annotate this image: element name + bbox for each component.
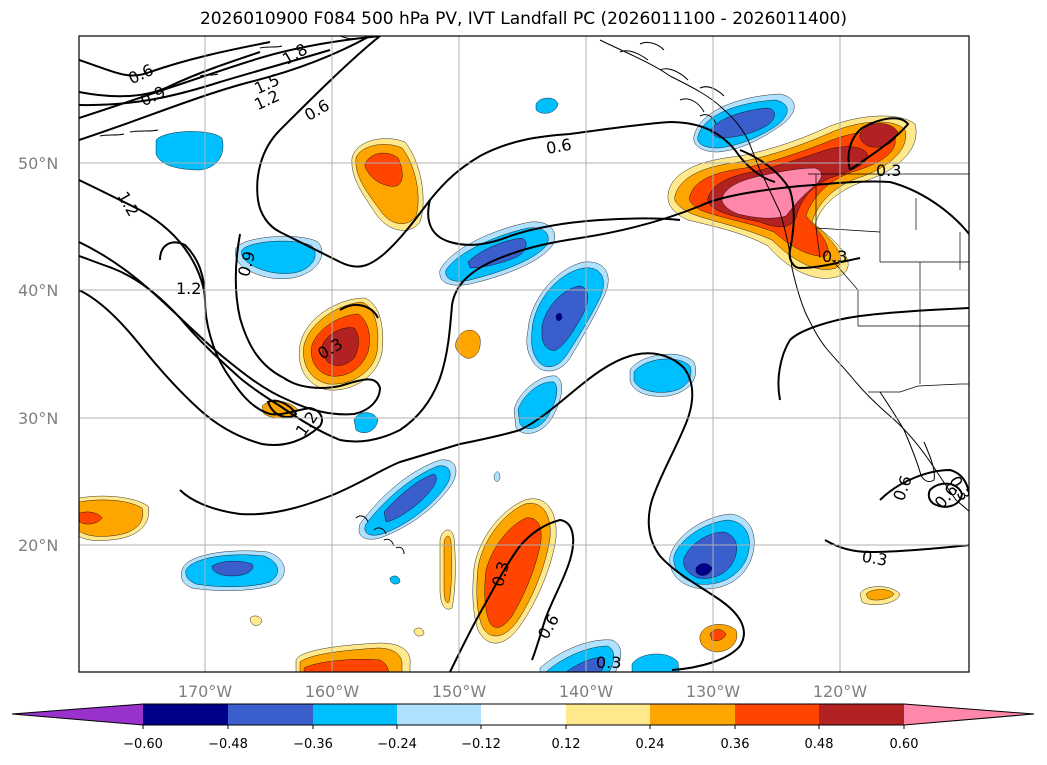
contour-label: 1.2 — [176, 279, 201, 298]
neg-d-l4 — [555, 313, 563, 321]
cb-tick-label: 0.12 — [552, 737, 581, 752]
neg-dot-1 — [389, 575, 401, 585]
neg-e-l2 — [517, 381, 558, 429]
blob-b-l3 — [364, 152, 403, 187]
blob-c — [455, 330, 481, 359]
contour-0.3-left-blob — [339, 303, 379, 319]
neg-i-l4 — [695, 563, 713, 576]
colorbar-bin-6 — [566, 704, 650, 725]
contour-label: 0.6 — [545, 135, 573, 158]
colorbar-bin-5 — [481, 704, 566, 725]
contour-label: 0.3 — [860, 547, 888, 570]
gridlines — [79, 36, 969, 672]
contour-0.6-se — [879, 468, 969, 506]
contour-1.2-left — [79, 179, 206, 301]
neg-j-l3 — [211, 561, 254, 577]
neg-a — [155, 131, 224, 171]
colorbar-bin-8 — [735, 704, 819, 725]
lon-label-120: 120°W — [813, 682, 868, 701]
blob-j-core — [865, 589, 895, 601]
neg-dot-2 — [493, 471, 501, 482]
plot-border — [78, 35, 970, 673]
hawaii-islands — [355, 515, 405, 555]
colorbar-bin-2 — [228, 704, 313, 725]
cb-tick-label: 0.36 — [721, 737, 750, 752]
contour-0.6-south — [448, 518, 575, 672]
colorbar-bin-9 — [819, 704, 904, 725]
cb-tick-label: −0.36 — [293, 737, 333, 752]
lon-label-140: 140°W — [559, 682, 614, 701]
blob-h-l3 — [303, 659, 389, 672]
contour-0.6-top — [79, 41, 271, 77]
neg-g-l2 — [633, 358, 692, 393]
cb-tick-label: 0.48 — [805, 737, 834, 752]
colorbar-extend-high — [904, 704, 1034, 725]
blob-a-l4 — [321, 327, 359, 366]
cb-tick-label: 0.60 — [890, 737, 919, 752]
neg-m-l3 — [565, 657, 605, 672]
lat-label-40: 40°N — [18, 281, 58, 300]
contour-0.3-se — [824, 539, 969, 554]
neg-n — [631, 653, 680, 672]
lat-label-50: 50°N — [18, 154, 58, 173]
north-america-coast — [599, 39, 969, 512]
colorbar-ticks — [142, 725, 905, 729]
cb-tick-label: −0.24 — [377, 737, 417, 752]
lon-label-150: 150°W — [432, 682, 487, 701]
pv-contours — [79, 36, 969, 672]
map-title: 2026010900 F084 500 hPa PV, IVT Landfall… — [199, 9, 847, 29]
neg-c-l2 — [241, 240, 316, 274]
contour-0.6-main — [256, 36, 776, 268]
cb-tick-label: −0.12 — [461, 737, 501, 752]
contour-0.9-mid — [79, 233, 382, 416]
cb-tick-label: −0.48 — [208, 737, 248, 752]
contour-label: 0.3 — [876, 161, 901, 180]
lon-label-160: 160°W — [305, 682, 360, 701]
contour-1.5 — [79, 36, 371, 141]
contour-1.2-small — [266, 399, 298, 419]
contour-0.6-middle — [79, 180, 969, 443]
lat-label-30: 30°N — [18, 409, 58, 428]
colorbar: −0.60 −0.48 −0.36 −0.24 −0.12 0.12 0.24 … — [11, 703, 1035, 752]
neg-h-l3 — [711, 107, 775, 139]
contour-0.3-ring — [927, 482, 964, 508]
contour-1.8 — [79, 36, 381, 119]
neg-d-l3 — [541, 285, 588, 351]
lat-label-20: 20°N — [18, 536, 58, 555]
cb-tick-label: 0.24 — [636, 737, 665, 752]
lon-label-170: 170°W — [178, 682, 233, 701]
colorbar-bin-4 — [397, 704, 481, 725]
contour-label: 0.3 — [596, 653, 621, 672]
colorbar-bin-1 — [143, 704, 228, 725]
lat-axis: 50°N 40°N 30°N 20°N — [18, 154, 58, 555]
contour-1.2-top — [79, 49, 331, 107]
cb-tick-label: −0.60 — [123, 737, 163, 752]
blob-e-l3 — [79, 511, 103, 525]
colorbar-bin-7 — [650, 704, 735, 725]
contour-0.9-top — [79, 51, 261, 98]
us-mexico-border — [868, 383, 969, 393]
neg-l — [535, 97, 559, 114]
dot-2 — [413, 627, 425, 637]
aleutian-dots — [99, 36, 359, 137]
dot-1 — [249, 615, 263, 626]
blob-e-l2 — [79, 499, 144, 537]
political-borders — [808, 173, 969, 393]
blob-g-l2 — [443, 535, 452, 603]
contour-0.3-bottom — [179, 352, 745, 671]
lon-axis: 170°W 160°W 150°W 140°W 130°W 120°W — [178, 682, 868, 701]
blob-i-core — [709, 629, 727, 641]
contour-0.3-pnw — [799, 117, 910, 269]
neg-f-l3 — [383, 473, 437, 523]
lon-label-130: 130°W — [686, 682, 741, 701]
contour-0.6-mid-east — [427, 199, 681, 246]
contour-label: 0.3 — [822, 247, 847, 266]
state-borders — [815, 174, 969, 384]
colorbar-bin-3 — [313, 704, 397, 725]
colorbar-extend-low — [12, 704, 143, 725]
